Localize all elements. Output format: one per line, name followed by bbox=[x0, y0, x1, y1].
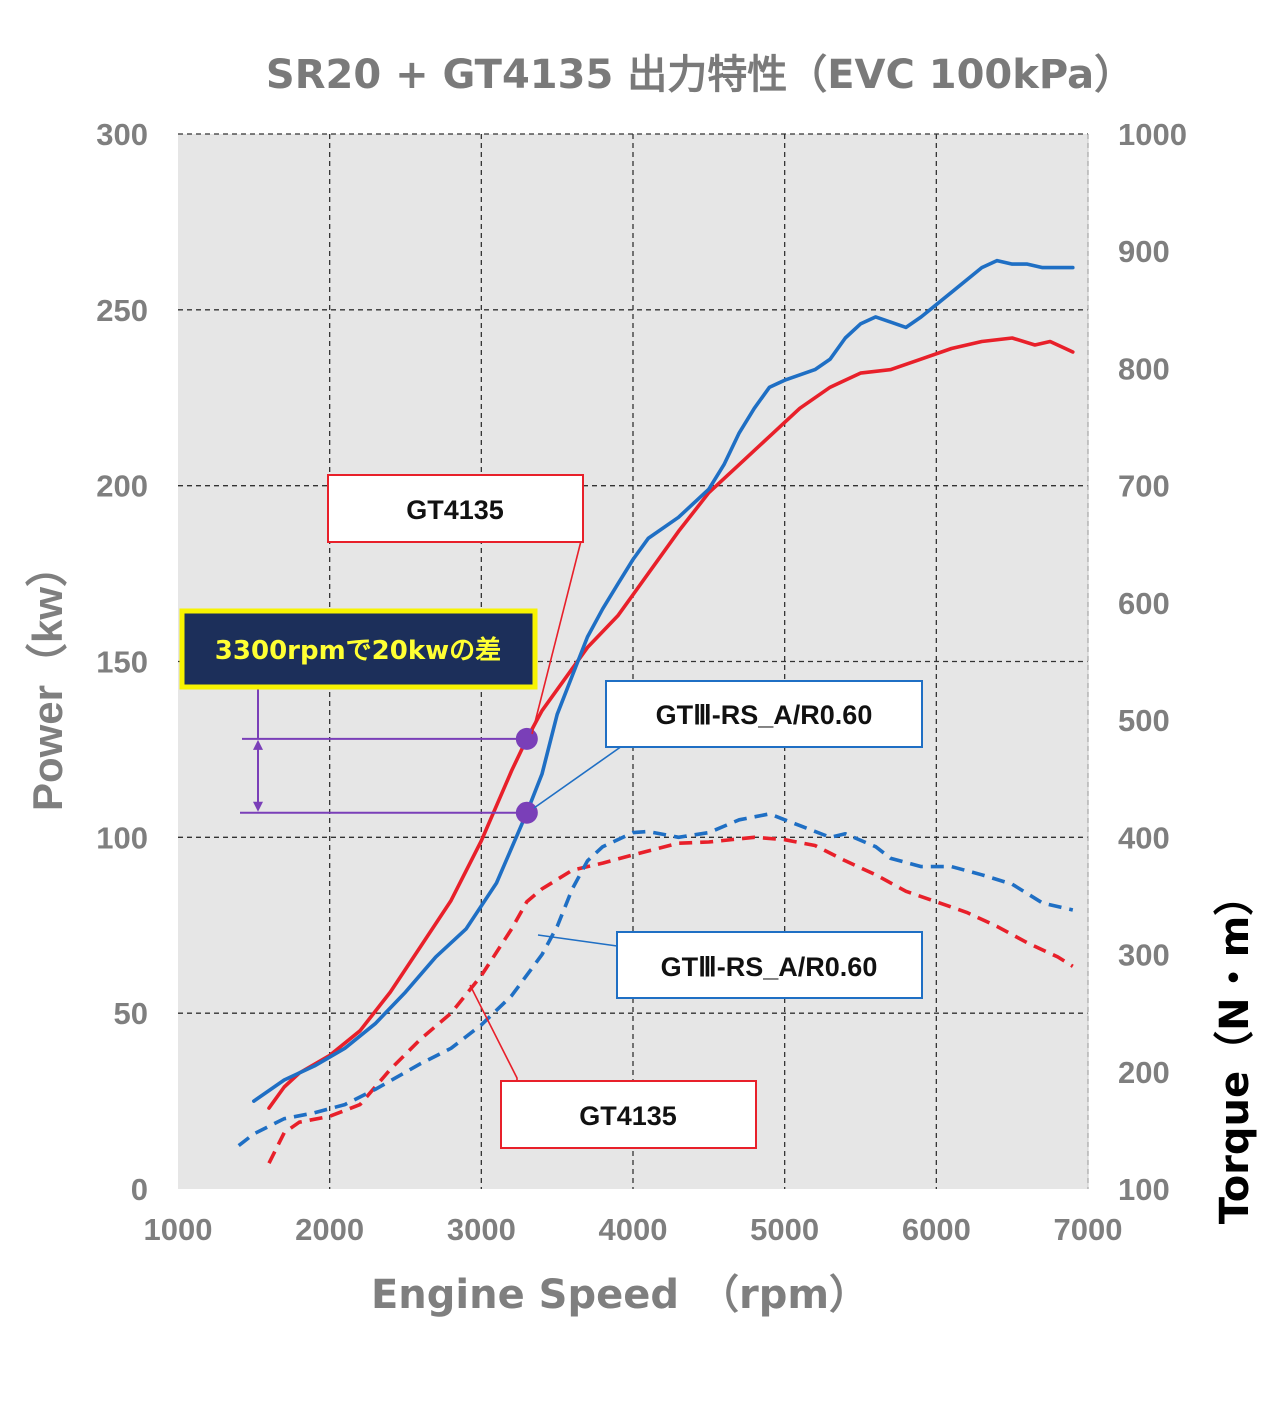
y2-tick-label: 400 bbox=[1118, 820, 1170, 855]
x-tick-label: 7000 bbox=[1054, 1212, 1123, 1247]
y-tick-label: 200 bbox=[96, 469, 148, 504]
x-tick-label: 5000 bbox=[750, 1212, 819, 1247]
chart-title: SR20 + GT4135 出力特性（EVC 100kPa） bbox=[266, 52, 1134, 98]
svg-text:GTⅢ-RS_A/R0.60: GTⅢ-RS_A/R0.60 bbox=[661, 952, 878, 982]
svg-text:GTⅢ-RS_A/R0.60: GTⅢ-RS_A/R0.60 bbox=[656, 700, 873, 730]
y2-tick-label: 1000 bbox=[1118, 117, 1187, 152]
y2-tick-label: 200 bbox=[1118, 1055, 1170, 1090]
series-power-gt3rs-line bbox=[252, 258, 1075, 1103]
label-gt3rs-power: GTⅢ-RS_A/R0.60 bbox=[605, 680, 923, 748]
y2-tick-label: 600 bbox=[1118, 586, 1170, 621]
series-torque-gt3rs-line bbox=[237, 812, 1074, 1148]
marker-dot-gt4135 bbox=[515, 727, 538, 750]
y-tick-label: 250 bbox=[96, 293, 148, 328]
x-tick-label: 1000 bbox=[144, 1212, 213, 1247]
label-gt4135-power: GT4135 bbox=[327, 474, 584, 543]
tick-labels: 1000 2000 3000 4000 5000 6000 7000 0 50 100 150 200… bbox=[96, 117, 1187, 1247]
x-tick-label: 2000 bbox=[295, 1212, 364, 1247]
marker-arrowhead-up bbox=[253, 739, 263, 750]
y-tick-label: 150 bbox=[96, 645, 148, 680]
label-gt4135-torque: GT4135 bbox=[500, 1080, 757, 1149]
x-axis-label: Engine Speed （rpm） bbox=[371, 1272, 869, 1318]
y-axis-label: Power（kw） bbox=[24, 545, 71, 811]
marker-dot-gt3rs bbox=[515, 801, 538, 824]
svg-text:3300rpmで20kwの差: 3300rpmで20kwの差 bbox=[215, 635, 501, 666]
y2-tick-label: 800 bbox=[1118, 351, 1170, 386]
y-tick-label: 50 bbox=[114, 996, 148, 1031]
y2-tick-label: 300 bbox=[1118, 938, 1170, 973]
leader-gt3rs-torque bbox=[537, 934, 618, 947]
series-power-gt4135-line bbox=[267, 336, 1075, 1110]
difference-marker bbox=[240, 689, 538, 824]
leader-gt3rs-power bbox=[533, 745, 623, 809]
label-gt3rs-torque: GTⅢ-RS_A/R0.60 bbox=[616, 931, 923, 999]
y2-tick-label: 500 bbox=[1118, 703, 1170, 738]
leader-gt4135-power bbox=[531, 540, 582, 735]
marker-arrowhead-down bbox=[253, 801, 263, 812]
y2-tick-label: 900 bbox=[1118, 234, 1170, 269]
series-lines bbox=[237, 258, 1075, 1165]
y-tick-label: 300 bbox=[96, 117, 148, 152]
y-tick-label: 100 bbox=[96, 820, 148, 855]
y-tick-label: 0 bbox=[131, 1172, 148, 1207]
svg-text:GT4135: GT4135 bbox=[406, 495, 504, 525]
grid-lines bbox=[178, 133, 1089, 1189]
note-20kw-difference: 3300rpmで20kwの差 bbox=[179, 608, 538, 690]
x-tick-label: 4000 bbox=[599, 1212, 668, 1247]
svg-text:GT4135: GT4135 bbox=[579, 1101, 677, 1131]
y2-tick-label: 100 bbox=[1118, 1172, 1170, 1207]
series-torque-gt4135-line bbox=[267, 835, 1074, 1165]
y2-tick-label: 700 bbox=[1118, 469, 1170, 504]
y2-axis-label: Torque（N・m） bbox=[1212, 876, 1258, 1225]
x-tick-label: 3000 bbox=[447, 1212, 516, 1247]
x-tick-label: 6000 bbox=[902, 1212, 971, 1247]
